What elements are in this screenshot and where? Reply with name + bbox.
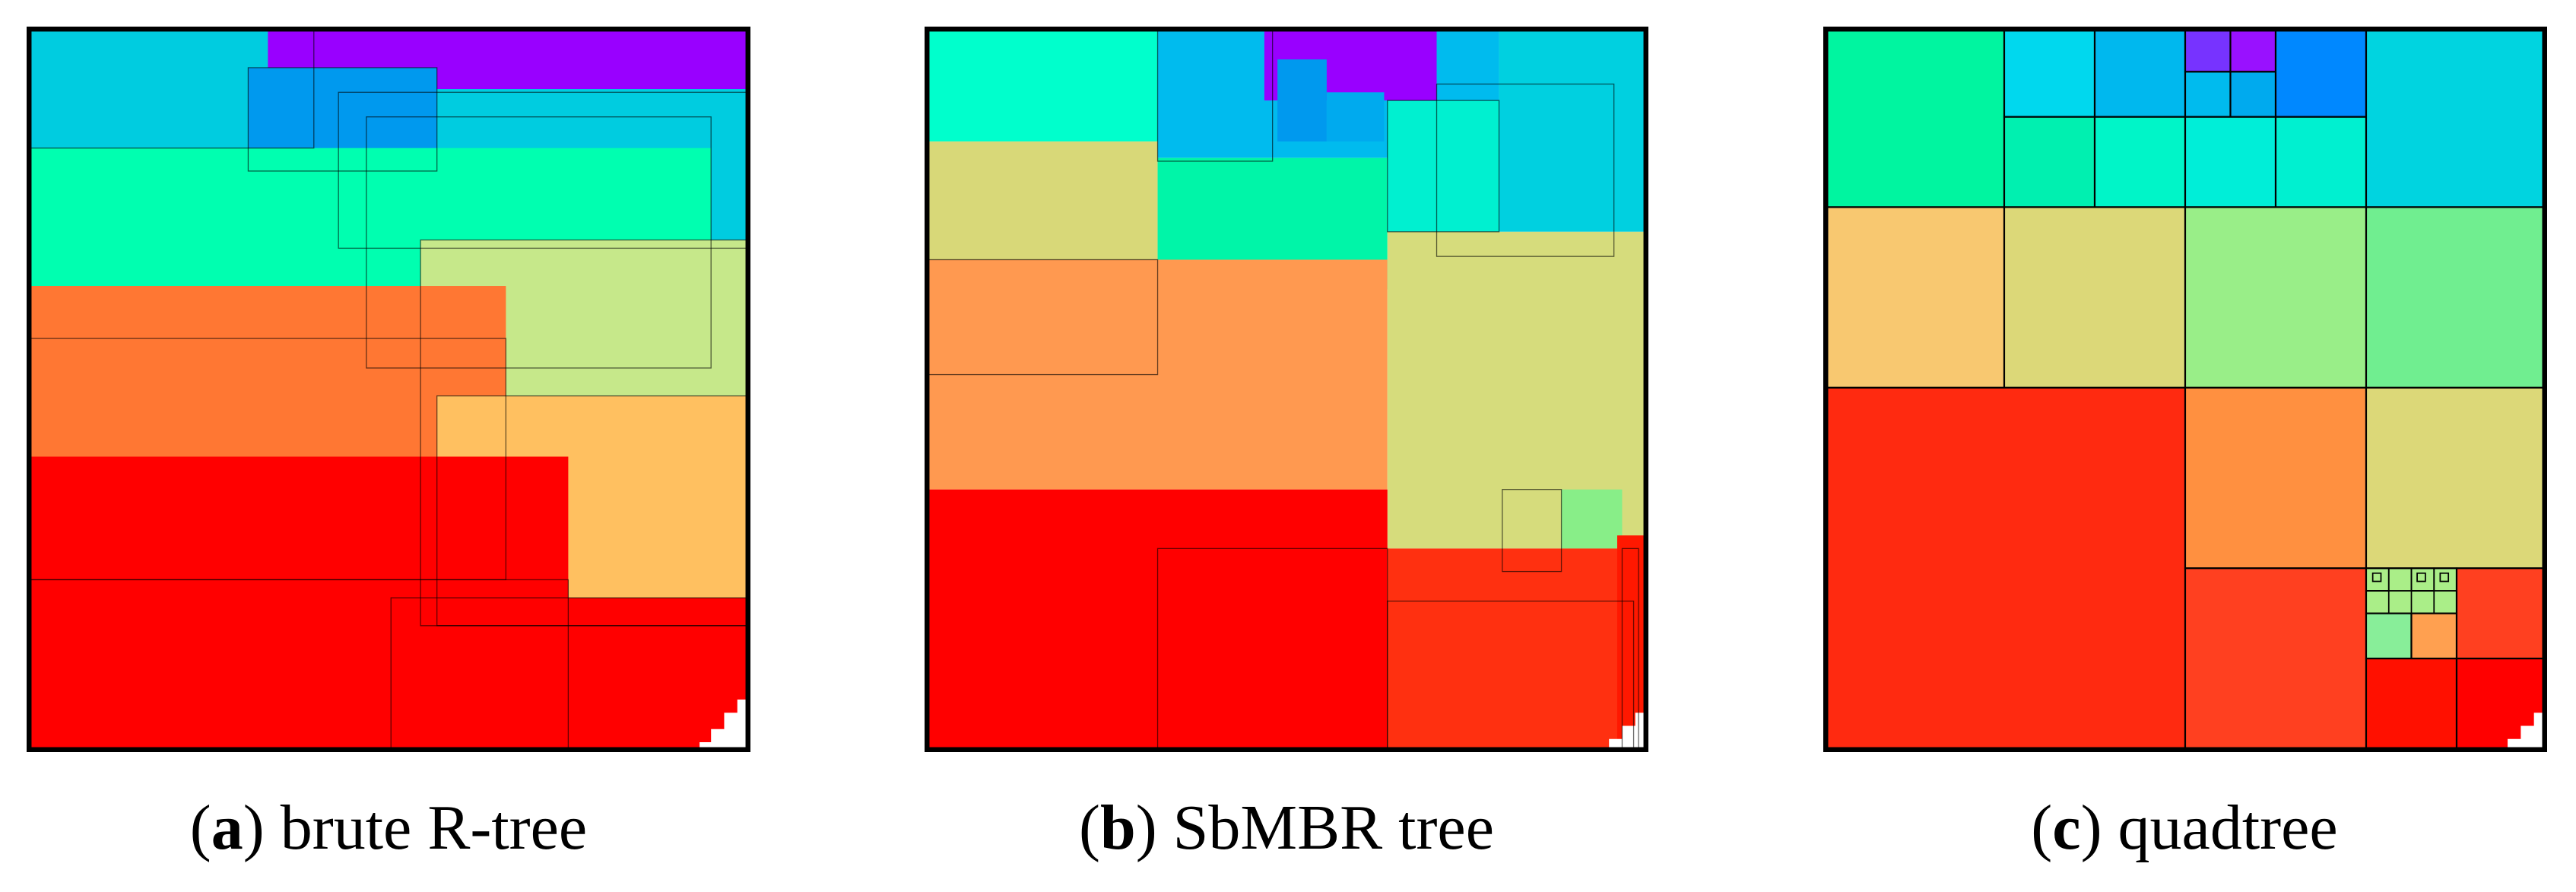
caption: (a) brute R-tree — [0, 791, 807, 865]
caption-part: ) SbMBR tree — [1135, 792, 1494, 863]
brute-rtree-diagram — [27, 27, 750, 752]
caption: (b) SbMBR tree — [868, 791, 1705, 865]
caption-part: ) quadtree — [2080, 792, 2338, 863]
caption: (c) quadtree — [1766, 791, 2576, 865]
caption-letter: b — [1099, 792, 1136, 863]
caption-part: ( — [1078, 792, 1100, 863]
caption-letter: a — [211, 792, 243, 863]
caption-part: ( — [2031, 792, 2053, 863]
caption-part: ) brute R-tree — [243, 792, 588, 863]
caption-part: ( — [189, 792, 211, 863]
sbmbr-tree-diagram — [925, 27, 1648, 752]
caption-letter: c — [2052, 792, 2081, 863]
quadtree-diagram — [1823, 27, 2547, 752]
